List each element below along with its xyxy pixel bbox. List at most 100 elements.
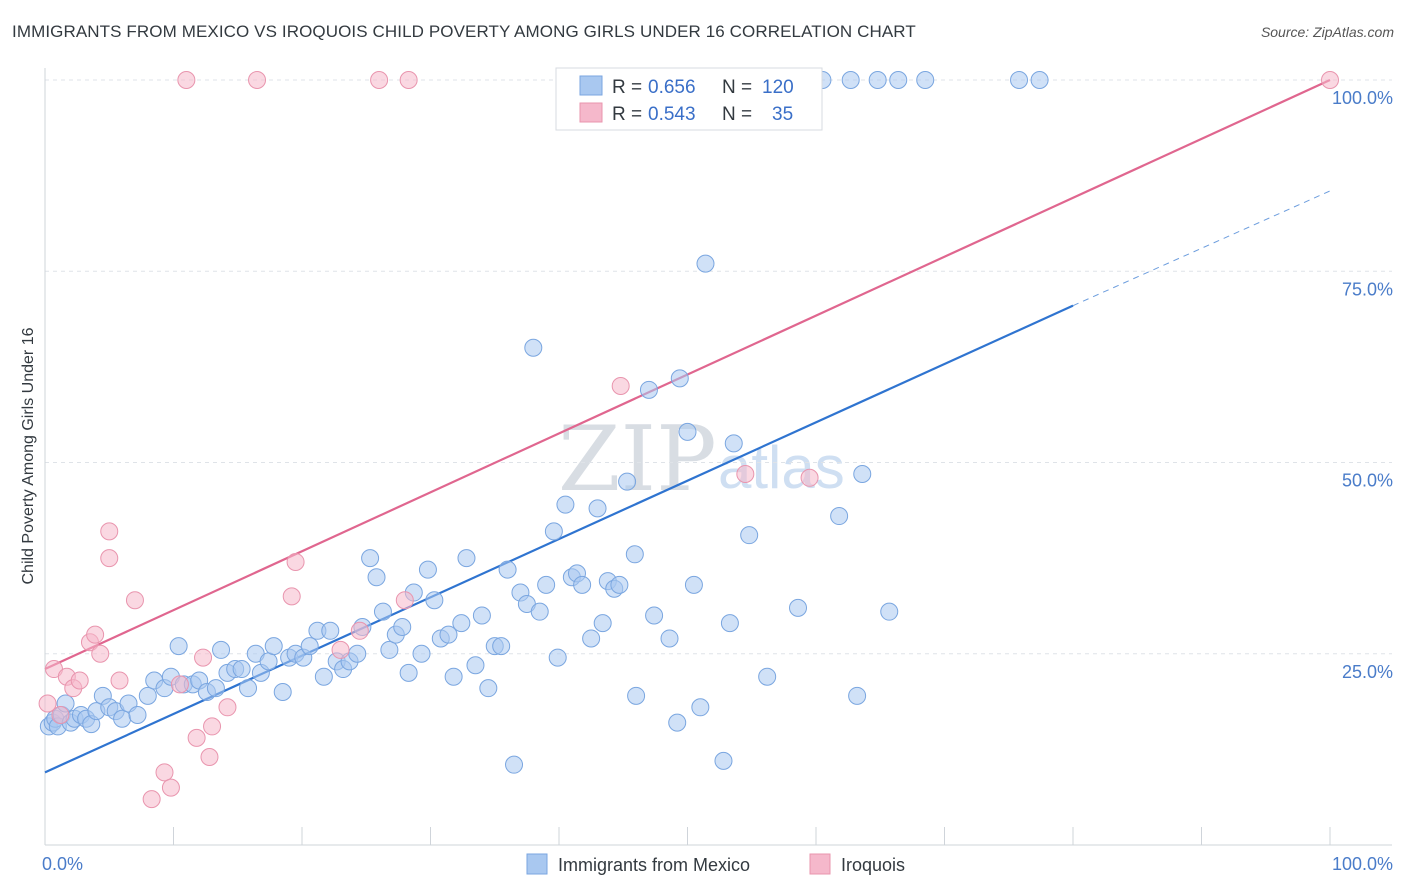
data-point-s0-97 [670, 369, 689, 388]
data-point-s0-53 [380, 640, 399, 659]
data-point-s1-10 [100, 549, 119, 568]
data-point-s0-78 [544, 522, 563, 541]
legend-r-value-1: 0.656 [648, 77, 696, 98]
data-point-s1-32 [736, 464, 755, 483]
data-point-s0-110 [841, 71, 860, 89]
data-point-s0-28 [212, 640, 231, 659]
data-point-s1-30 [399, 71, 418, 89]
data-point-s0-18 [138, 686, 157, 705]
data-point-s0-114 [880, 602, 899, 621]
data-point-s0-103 [720, 614, 739, 633]
data-point-s0-91 [625, 545, 644, 564]
data-point-s1-17 [177, 71, 196, 89]
legend-n-label-2: N = [722, 104, 752, 125]
y-tick-label-2: 75.0% [1342, 279, 1393, 299]
data-point-s0-105 [740, 526, 759, 545]
legend-n-value-2: 35 [772, 104, 793, 125]
data-point-s0-22 [169, 637, 188, 656]
data-point-s0-112 [853, 464, 872, 483]
data-point-s0-115 [889, 71, 908, 89]
data-point-s1-29 [395, 591, 414, 610]
data-point-s1-18 [187, 728, 206, 747]
data-point-s1-23 [248, 71, 267, 89]
data-point-s0-109 [830, 507, 849, 526]
series-legend-label-mexico: Immigrants from Mexico [558, 855, 750, 875]
data-points [38, 71, 1339, 809]
data-point-s0-15 [113, 709, 132, 728]
y-tick-label-3: 100.0% [1332, 88, 1393, 108]
data-point-s0-72 [505, 755, 524, 774]
data-point-s1-26 [331, 640, 350, 659]
data-point-s0-96 [668, 713, 687, 732]
data-point-s0-35 [259, 652, 278, 671]
trend-line-0 [44, 304, 1074, 774]
data-point-s0-59 [418, 560, 437, 579]
series-legend-swatch-mexico [526, 853, 548, 875]
x-tick-label-1: 100.0% [1332, 854, 1393, 874]
data-point-s1-15 [161, 778, 180, 797]
y-tick-label-0: 25.0% [1342, 662, 1393, 682]
legend-swatch-iroquois [579, 102, 603, 123]
data-point-s0-113 [868, 71, 887, 89]
data-point-s1-7 [86, 625, 105, 644]
legend-n-value-1: 120 [762, 77, 794, 98]
data-point-s1-20 [200, 748, 219, 767]
data-point-s1-24 [282, 587, 301, 606]
data-point-s0-55 [393, 617, 412, 636]
data-point-s0-84 [582, 629, 601, 648]
y-axis-label: Child Poverty Among Girls Under 16 [20, 327, 37, 584]
data-point-s0-80 [556, 495, 575, 514]
data-point-s1-12 [125, 591, 144, 610]
data-point-s1-25 [286, 552, 305, 571]
data-point-s0-63 [444, 667, 463, 686]
data-point-s0-98 [678, 422, 697, 441]
data-point-s0-86 [593, 614, 612, 633]
x-tick-label-0: 0.0% [42, 854, 83, 874]
data-point-s0-100 [691, 698, 710, 717]
data-point-s1-33 [800, 468, 819, 487]
data-point-s0-99 [684, 575, 703, 594]
data-point-s0-75 [524, 338, 543, 357]
trend-line-extension-0 [1072, 190, 1331, 307]
data-point-s1-22 [218, 698, 237, 717]
data-point-s0-44 [321, 621, 340, 640]
data-point-s1-5 [70, 671, 89, 690]
data-point-s0-95 [660, 629, 679, 648]
correlation-legend: R = 0.656 N = 120 R = 0.543 N = 35 [555, 67, 823, 131]
data-point-s0-118 [1030, 71, 1049, 89]
data-point-s1-11 [110, 671, 129, 690]
data-point-s0-17 [128, 705, 147, 724]
data-point-s1-21 [203, 717, 222, 736]
data-point-s0-32 [239, 679, 258, 698]
grid-lines [45, 79, 1392, 655]
data-point-s1-8 [91, 644, 110, 663]
data-point-s0-93 [639, 380, 658, 399]
data-point-s0-66 [466, 656, 485, 675]
data-point-s1-13 [142, 790, 161, 809]
data-point-s0-77 [537, 575, 556, 594]
data-point-s0-27 [206, 679, 225, 698]
data-point-s0-104 [724, 434, 743, 453]
data-point-s0-36 [264, 637, 283, 656]
data-point-s0-101 [696, 254, 715, 273]
data-point-s0-92 [627, 686, 646, 705]
legend-n-label-1: N = [722, 77, 752, 98]
chart-title: IMMIGRANTS FROM MEXICO VS IROQUOIS CHILD… [12, 22, 916, 41]
data-point-s0-94 [645, 606, 664, 625]
data-point-s0-41 [300, 637, 319, 656]
data-point-s0-64 [452, 614, 471, 633]
data-point-s0-83 [573, 575, 592, 594]
data-point-s1-31 [611, 377, 630, 395]
data-point-s0-56 [399, 663, 418, 682]
data-point-s0-52 [373, 602, 392, 621]
chart-source: Source: ZipAtlas.com [1260, 24, 1394, 40]
data-point-s0-37 [273, 683, 292, 701]
axes [44, 68, 1392, 846]
series-legend-swatch-iroquois [809, 853, 831, 875]
data-point-s0-60 [425, 591, 444, 610]
data-point-s0-107 [789, 598, 808, 617]
data-point-s1-16 [170, 675, 189, 694]
series-legend: Immigrants from Mexico Iroquois [526, 853, 905, 875]
data-point-s0-50 [361, 549, 380, 568]
